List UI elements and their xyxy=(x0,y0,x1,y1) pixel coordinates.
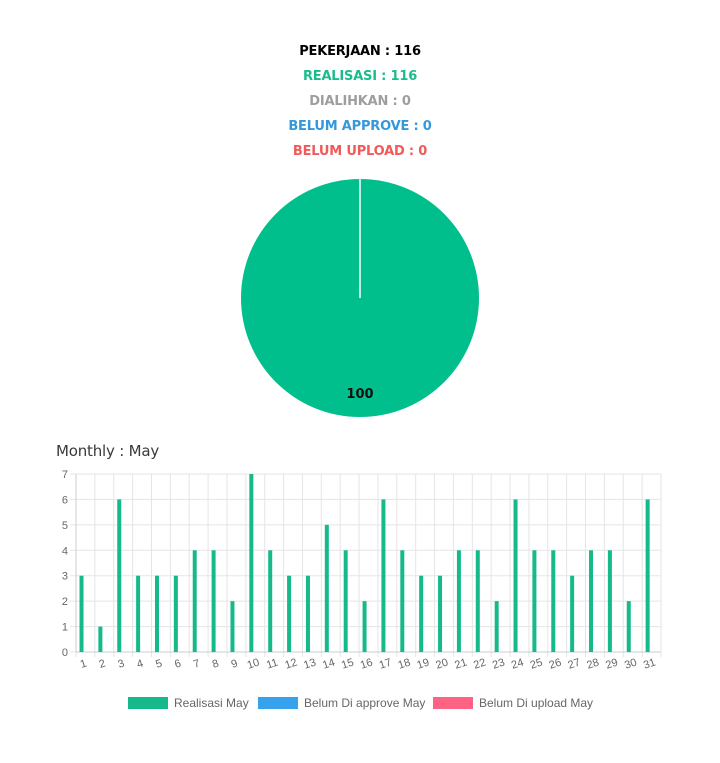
x-tick-label: 10 xyxy=(246,657,261,672)
x-tick-label: 5 xyxy=(154,657,164,670)
bar-realisasi-day-16[interactable] xyxy=(362,601,367,652)
bar-realisasi-day-6[interactable] xyxy=(173,575,178,652)
bar-realisasi-day-18[interactable] xyxy=(400,550,405,652)
bar-realisasi-day-30[interactable] xyxy=(626,601,631,652)
y-tick-label: 1 xyxy=(62,622,68,634)
bar-realisasi-day-22[interactable] xyxy=(475,550,480,652)
belum-upload-count: BELUM UPLOAD : 0 xyxy=(292,144,428,159)
x-tick-label: 8 xyxy=(211,657,221,670)
x-tick-label: 14 xyxy=(321,657,336,672)
monthly-bar-chart[interactable]: 0 1 2 3 4 5 6 7 1 2 3 4 5 6 7 8 9 10 11 12 13 14 15 16 17 18 19 20 2… xyxy=(0,462,720,672)
x-tick-label: 11 xyxy=(265,657,280,672)
dialihkan-count: DIALIHKAN : 0 xyxy=(309,94,411,109)
y-tick-label: 2 xyxy=(62,596,68,608)
legend-label-realisasi: Realisasi May xyxy=(174,696,249,710)
realisasi-count: REALISASI : 116 xyxy=(302,69,418,84)
y-tick-label: 4 xyxy=(62,545,68,557)
x-tick-label: 7 xyxy=(192,657,202,670)
bar-realisasi-day-3[interactable] xyxy=(117,499,122,652)
y-tick-label: 0 xyxy=(62,647,68,659)
legend-item-realisasi[interactable]: Realisasi May xyxy=(128,695,249,711)
pekerjaan-count: PEKERJAAN : 116 xyxy=(299,44,421,59)
y-tick-label: 5 xyxy=(62,520,68,532)
legend-swatch-belum-upload xyxy=(433,697,473,709)
bar-realisasi-day-5[interactable] xyxy=(154,575,159,652)
x-tick-label: 23 xyxy=(491,657,506,672)
legend-label-belum-upload: Belum Di upload May xyxy=(479,696,594,710)
bar-realisasi-day-2[interactable] xyxy=(98,626,103,652)
bar-realisasi-day-12[interactable] xyxy=(287,575,292,652)
y-tick-label: 7 xyxy=(62,469,68,481)
x-tick-label: 24 xyxy=(510,657,525,672)
x-tick-label: 18 xyxy=(397,657,412,672)
bar-realisasi-day-10[interactable] xyxy=(249,474,254,652)
x-tick-label: 26 xyxy=(548,657,563,672)
x-tick-label: 31 xyxy=(642,657,657,672)
monthly-chart-title: Monthly : May xyxy=(56,442,160,460)
bar-realisasi-day-7[interactable] xyxy=(192,550,197,652)
x-tick-label: 13 xyxy=(302,657,317,672)
x-tick-label: 3 xyxy=(116,657,126,670)
x-tick-label: 21 xyxy=(453,657,468,672)
bar-realisasi-day-31[interactable] xyxy=(645,499,650,652)
bar-realisasi-day-23[interactable] xyxy=(494,601,499,652)
legend-swatch-realisasi xyxy=(128,697,168,709)
bar-realisasi-day-27[interactable] xyxy=(570,575,575,652)
x-tick-label: 16 xyxy=(359,657,374,672)
bar-realisasi-day-26[interactable] xyxy=(551,550,556,652)
bar-realisasi-day-17[interactable] xyxy=(381,499,386,652)
x-tick-label: 4 xyxy=(135,657,145,670)
bar-realisasi-day-24[interactable] xyxy=(513,499,518,652)
bar-realisasi-day-29[interactable] xyxy=(607,550,612,652)
x-tick-label: 20 xyxy=(434,657,449,672)
bar-realisasi-day-8[interactable] xyxy=(211,550,216,652)
bar-realisasi-day-13[interactable] xyxy=(305,575,310,652)
bar-realisasi-day-14[interactable] xyxy=(324,524,329,652)
x-tick-label: 12 xyxy=(283,657,298,672)
bar-realisasi-day-11[interactable] xyxy=(268,550,273,652)
x-tick-label: 22 xyxy=(472,657,487,672)
x-tick-label: 28 xyxy=(585,657,600,672)
bar-realisasi-day-20[interactable] xyxy=(438,575,443,652)
legend-label-belum-approve: Belum Di approve May xyxy=(304,696,426,710)
pie-chart[interactable]: 100 xyxy=(240,178,480,418)
bar-realisasi-day-4[interactable] xyxy=(136,575,141,652)
bar-realisasi-day-21[interactable] xyxy=(456,550,461,652)
x-tick-label: 29 xyxy=(604,657,619,672)
legend-swatch-belum-approve xyxy=(258,697,298,709)
bar-realisasi-day-25[interactable] xyxy=(532,550,537,652)
x-tick-label: 19 xyxy=(416,657,431,672)
legend-item-belum-upload[interactable]: Belum Di upload May xyxy=(433,695,593,711)
x-tick-label: 2 xyxy=(98,657,108,670)
y-tick-label: 6 xyxy=(62,494,68,506)
bar-realisasi-day-19[interactable] xyxy=(419,575,424,652)
belum-approve-count: BELUM APPROVE : 0 xyxy=(288,119,432,134)
bar-realisasi-day-15[interactable] xyxy=(343,550,348,652)
x-tick-label: 25 xyxy=(529,657,544,672)
legend-item-belum-approve[interactable]: Belum Di approve May xyxy=(258,695,425,711)
bar-realisasi-day-1[interactable] xyxy=(79,575,84,652)
x-tick-label: 9 xyxy=(230,657,240,670)
x-tick-label: 30 xyxy=(623,657,638,672)
chart-legend: Realisasi May Belum Di approve May Belum… xyxy=(0,695,720,715)
x-tick-label: 6 xyxy=(173,657,183,670)
y-tick-label: 3 xyxy=(62,571,68,583)
bar-realisasi-day-9[interactable] xyxy=(230,601,235,652)
x-tick-label: 15 xyxy=(340,657,355,672)
x-tick-label: 1 xyxy=(79,657,89,670)
bar-realisasi-day-28[interactable] xyxy=(589,550,594,652)
x-tick-label: 27 xyxy=(566,657,581,672)
x-tick-label: 17 xyxy=(378,657,393,672)
pie-data-label: 100 xyxy=(346,387,373,402)
